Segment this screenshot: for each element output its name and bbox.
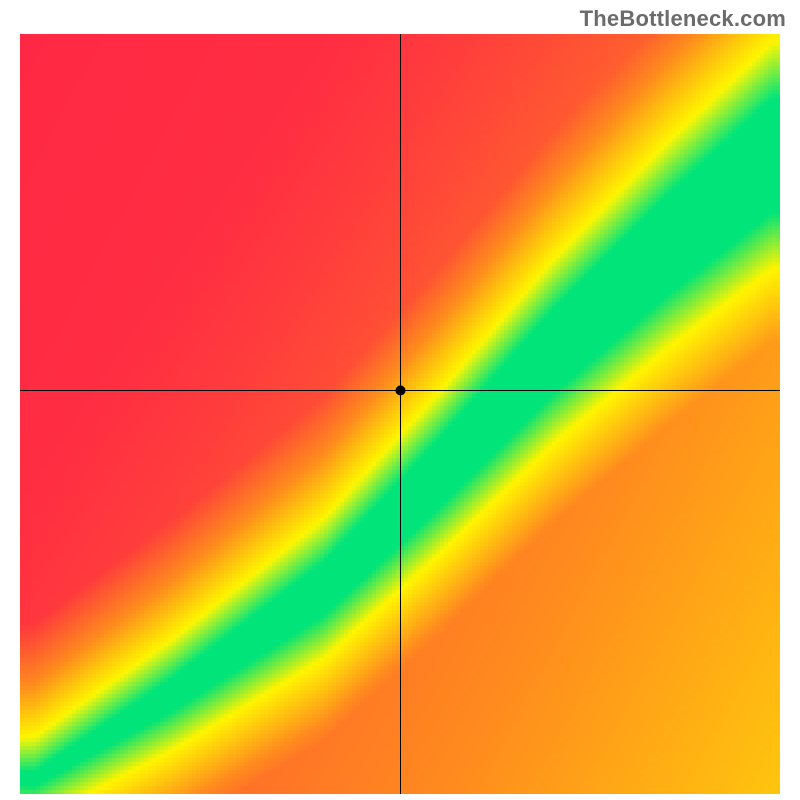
watermark-text: TheBottleneck.com bbox=[580, 6, 786, 32]
heatmap-chart bbox=[20, 34, 780, 794]
crosshair-overlay bbox=[20, 34, 780, 794]
